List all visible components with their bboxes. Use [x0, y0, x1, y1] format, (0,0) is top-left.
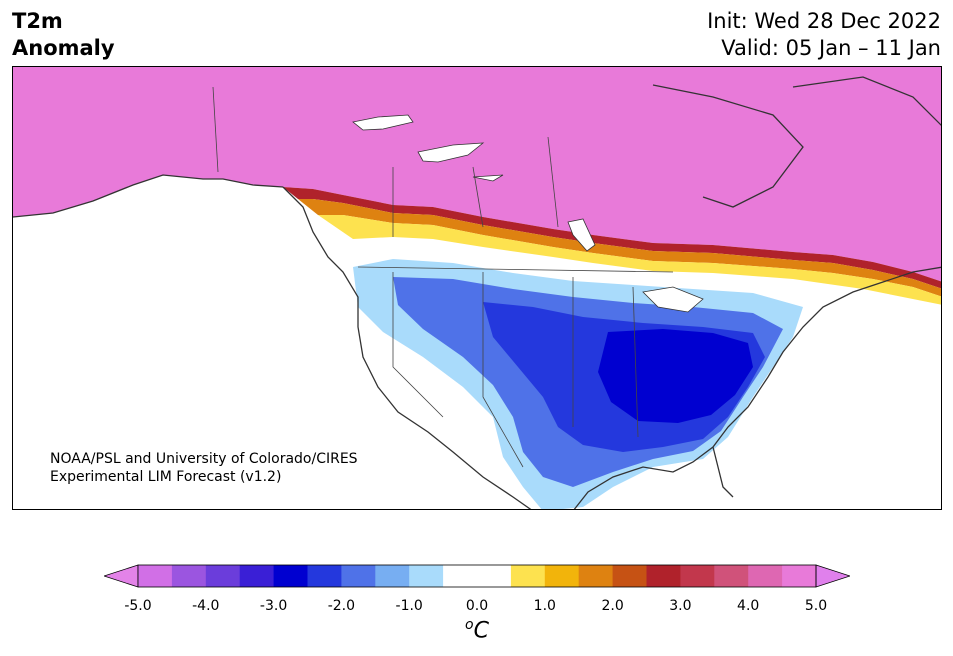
- credit-line-2: Experimental LIM Forecast (v1.2): [50, 469, 282, 485]
- colorbar-unit: oC: [465, 617, 489, 643]
- lakes: [352, 114, 704, 313]
- colorbar-tick-label: 5.0: [804, 598, 828, 614]
- colorbar-bin: [477, 565, 512, 587]
- colorbar-over-arrow: [815, 564, 850, 588]
- colorbar-tick-label: 2.0: [601, 598, 624, 614]
- colorbar-tick-label: 3.0: [669, 598, 692, 614]
- colorbar-bin: [138, 565, 173, 587]
- colorbar-bin: [782, 565, 817, 587]
- unit-prefix: o: [465, 617, 474, 633]
- init-date: Init: Wed 28 Dec 2022: [707, 9, 941, 33]
- colorbar-bin: [748, 565, 783, 587]
- colorbar-bin: [307, 565, 342, 587]
- colorbar-bin: [409, 565, 444, 587]
- colorbar-tick-label: 0.0: [465, 598, 489, 614]
- credit-text: NOAA/PSL and University of Colorado/CIRE…: [50, 450, 358, 486]
- credit-line-1: NOAA/PSL and University of Colorado/CIRE…: [50, 451, 358, 467]
- colorbar-bin: [510, 565, 546, 587]
- anomaly-map: NOAA/PSL and University of Colorado/CIRE…: [12, 66, 942, 510]
- colorbar-tick-label: 1.0: [533, 598, 556, 614]
- map-canvas: [13, 67, 941, 509]
- colorbar-ticks: -5.0 -4.0 -3.0 -2.0 -1.0 0.0 1.0 2.0 3.0 4.0 5.0: [0, 598, 953, 618]
- colorbar-under-arrow: [104, 564, 139, 588]
- warm-band-2: [298, 199, 941, 297]
- colorbar: [104, 564, 850, 588]
- colorbar-bins: [138, 565, 817, 587]
- warm-band-1: [318, 215, 941, 305]
- political-borders: [212, 86, 674, 468]
- colorbar-bin: [205, 565, 241, 587]
- colorbar-tick-label: -5.0: [124, 598, 152, 614]
- title-line-2: Anomaly: [12, 36, 115, 60]
- valid-date: Valid: 05 Jan – 11 Jan: [721, 36, 941, 60]
- coastlines: [13, 76, 941, 509]
- colorbar-bin: [646, 565, 681, 587]
- colorbar-bin: [375, 565, 410, 587]
- colorbar-tick-label: -2.0: [327, 598, 356, 614]
- colorbar-bin: [273, 565, 308, 587]
- colorbar-frame: [137, 564, 817, 588]
- colorbar-tick-label: -4.0: [192, 598, 220, 614]
- warm-band-3: [283, 187, 941, 289]
- colorbar-bin: [239, 565, 275, 587]
- colorbar-bin: [612, 565, 647, 587]
- colorbar-bin: [680, 565, 715, 587]
- colorbar-tick-label: 4.0: [737, 598, 760, 614]
- colorbar-bin: [544, 565, 580, 587]
- map-title: T2m Anomaly: [12, 8, 115, 62]
- colorbar-bin: [341, 565, 376, 587]
- warm-anomaly-region: [13, 67, 941, 282]
- colorbar-bin: [443, 565, 478, 587]
- colorbar-bin: [578, 565, 614, 587]
- title-line-1: T2m: [12, 9, 63, 33]
- colorbar-tick-label: -1.0: [395, 598, 423, 614]
- date-info: Init: Wed 28 Dec 2022 Valid: 05 Jan – 11…: [707, 8, 941, 62]
- colorbar-bin: [171, 565, 207, 587]
- colorbar-tick-label: -3.0: [259, 598, 288, 614]
- unit-symbol: C: [473, 618, 489, 644]
- colorbar-bin: [714, 565, 749, 587]
